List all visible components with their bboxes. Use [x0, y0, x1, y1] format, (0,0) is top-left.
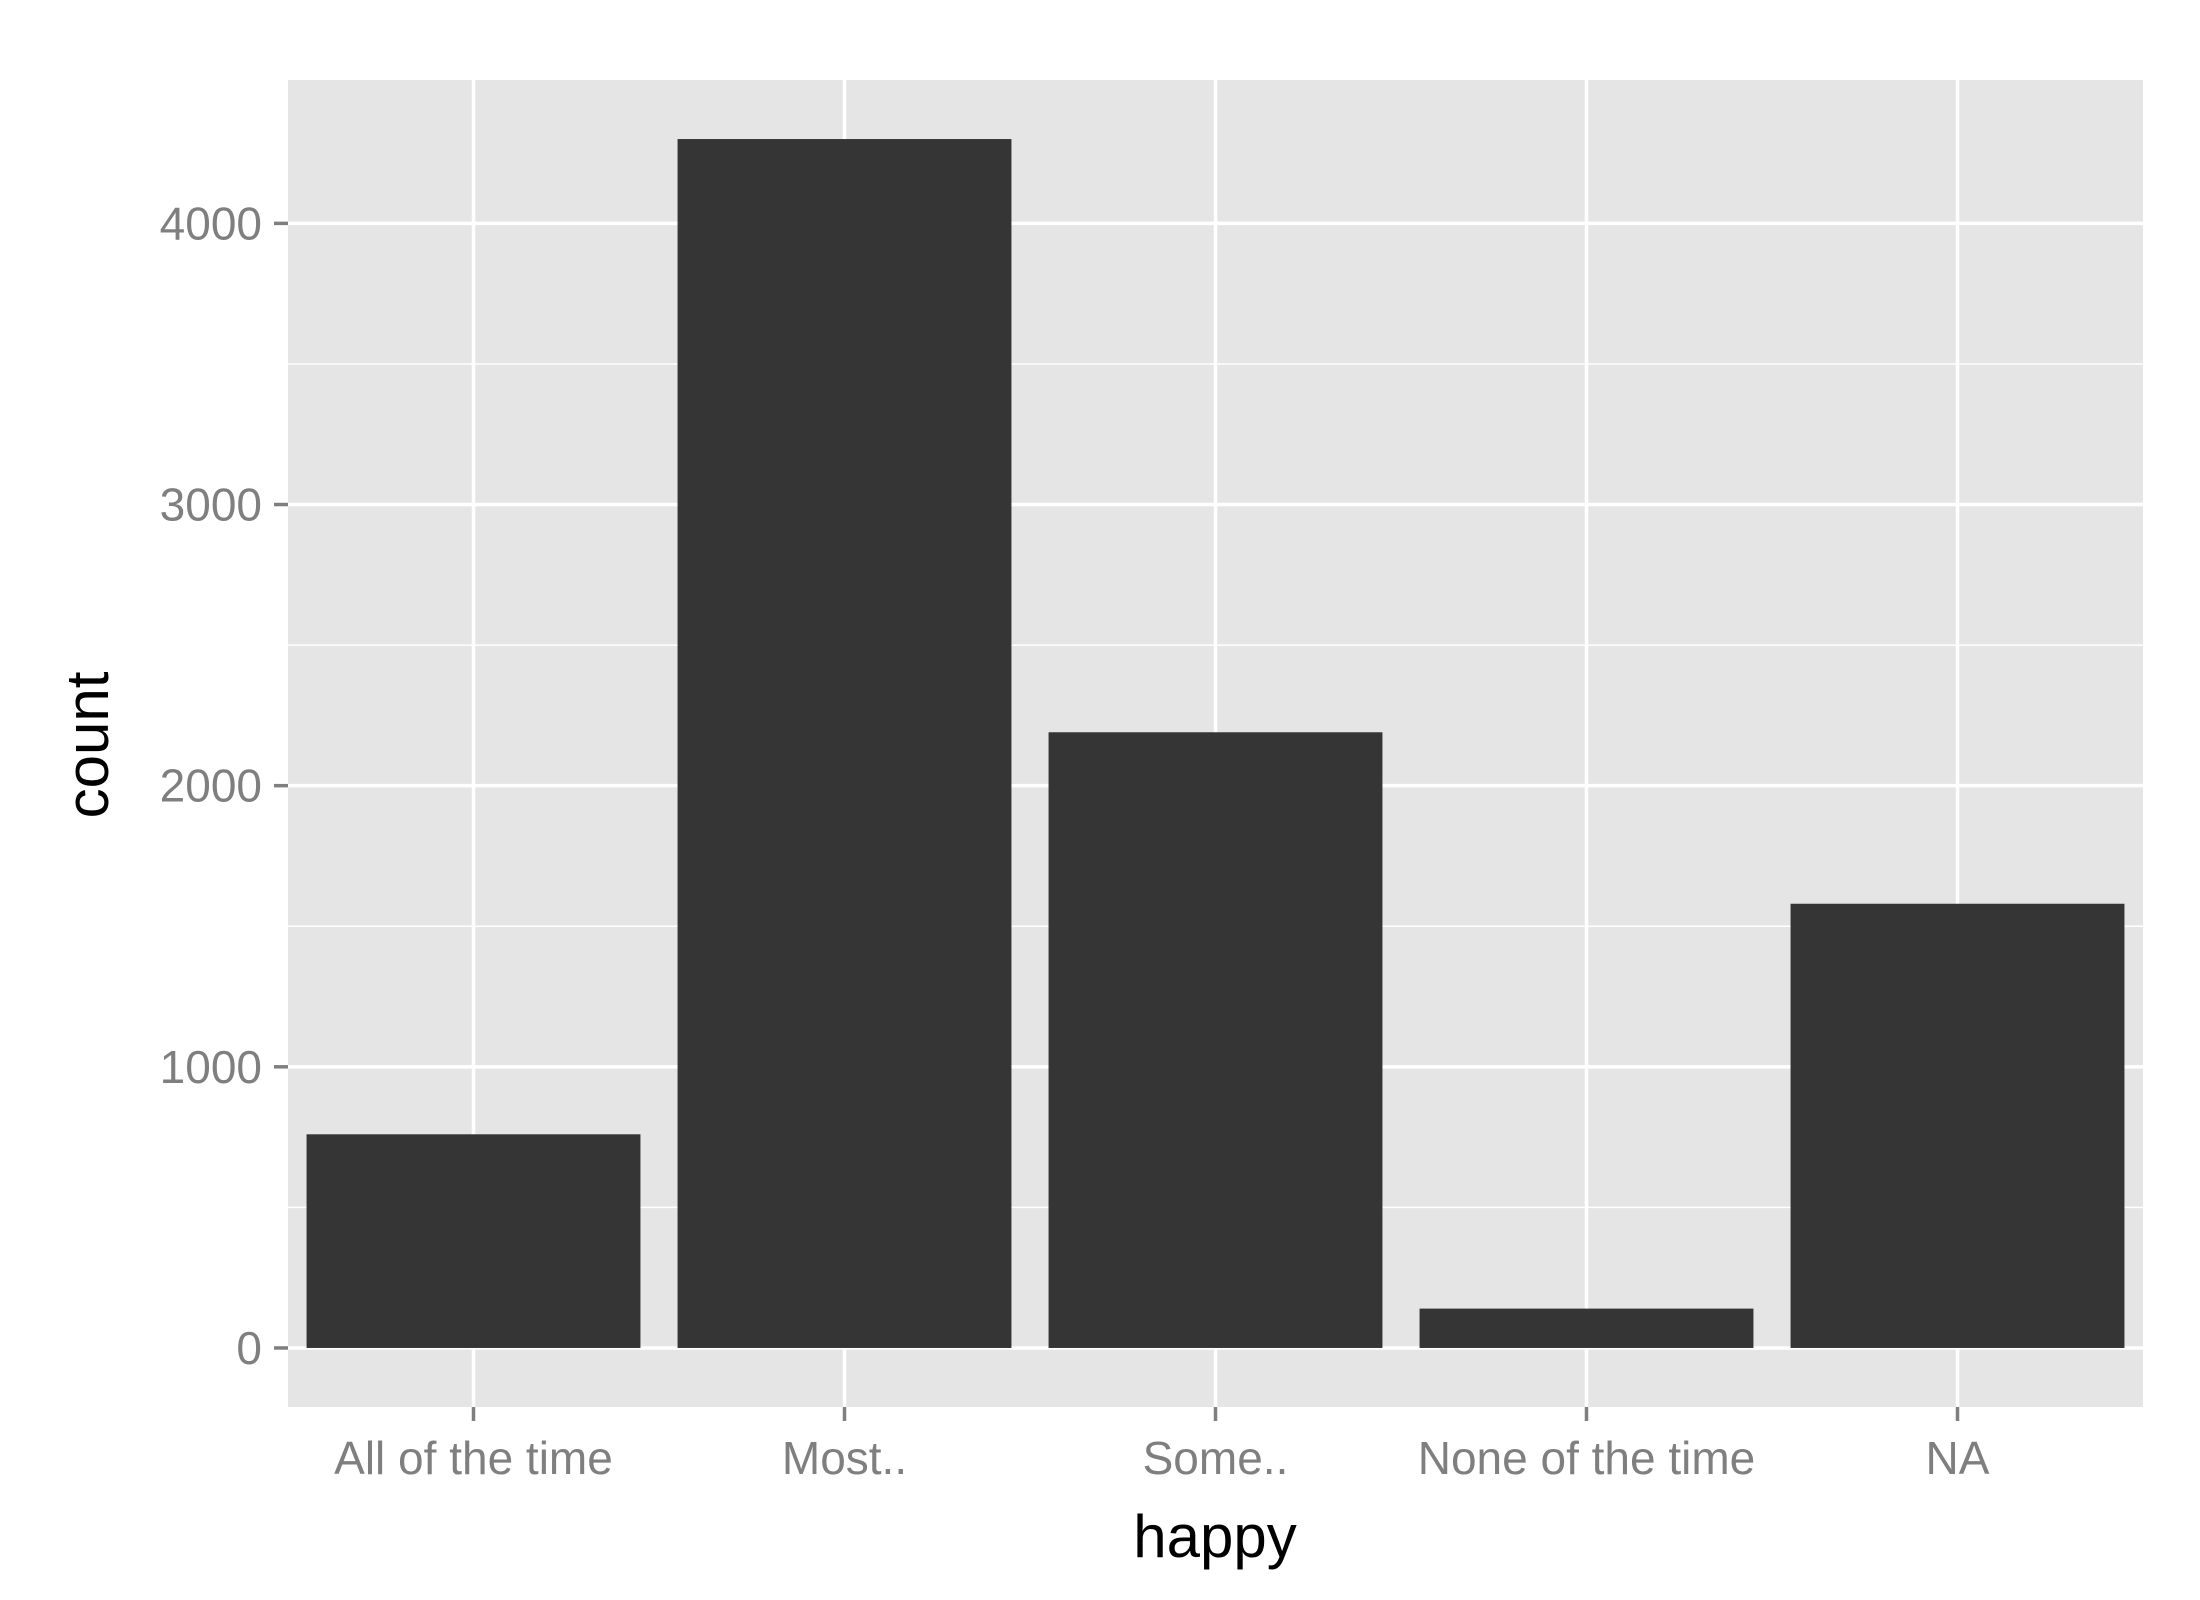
x-tick-label: None of the time	[1418, 1432, 1756, 1484]
x-tick-label: Some..	[1143, 1432, 1289, 1484]
y-tick-label: 0	[236, 1322, 262, 1374]
bar-all-of-the-time	[306, 1134, 641, 1348]
x-tick-label: All of the time	[334, 1432, 613, 1484]
y-axis: 0 1000 2000 3000 4000	[160, 197, 288, 1374]
y-tick-label: 1000	[160, 1041, 262, 1093]
y-tick-label: 4000	[160, 197, 262, 249]
x-axis: All of the time Most.. Some.. None of the t…	[334, 1407, 1990, 1484]
x-axis-title: happy	[1133, 1503, 1296, 1570]
y-tick-label: 3000	[160, 479, 262, 531]
bars	[306, 139, 2125, 1348]
y-tick-label: 2000	[160, 760, 262, 812]
y-axis-title: count	[54, 671, 121, 818]
bar-none-of-the-time	[1419, 1308, 1754, 1348]
x-tick-label: Most..	[782, 1432, 907, 1484]
bar-most	[677, 139, 1012, 1348]
bar-na	[1790, 903, 2125, 1348]
bar-some	[1048, 732, 1383, 1348]
x-tick-label: NA	[1926, 1432, 1990, 1484]
